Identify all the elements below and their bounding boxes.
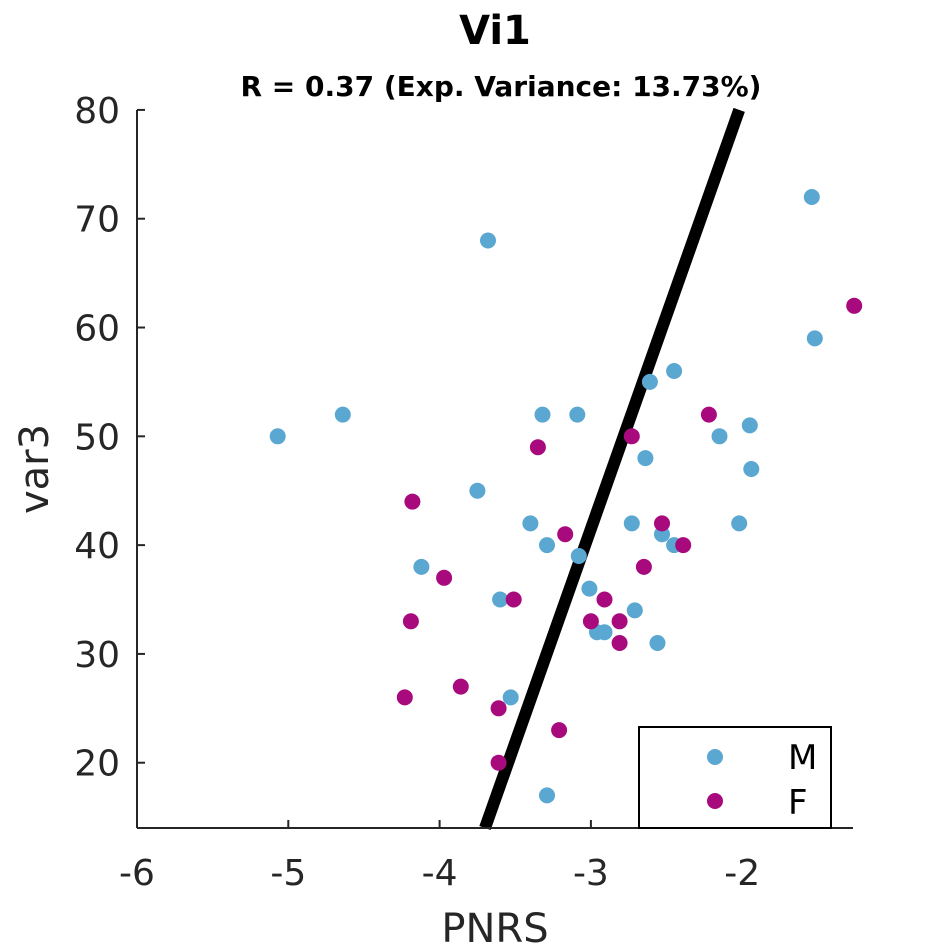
x-tick-label: -4 <box>422 853 458 894</box>
legend-marker-m <box>707 749 723 765</box>
data-point-f <box>557 526 574 543</box>
y-tick-label: 20 <box>74 744 120 785</box>
y-tick-label: 50 <box>74 417 120 458</box>
chart-subtitle: R = 0.37 (Exp. Variance: 13.73%) <box>241 70 762 103</box>
data-point-f <box>700 406 717 423</box>
y-tick-label: 80 <box>74 91 120 132</box>
x-tick-label: -3 <box>573 853 609 894</box>
data-point-m <box>570 548 587 564</box>
data-point-f <box>402 613 419 630</box>
data-point-m <box>743 461 760 477</box>
data-point-m <box>596 624 613 641</box>
data-point-f <box>635 558 652 575</box>
data-point-m <box>469 482 486 499</box>
data-point-f <box>490 700 507 717</box>
data-point-m <box>803 189 820 205</box>
x-tick-label: -2 <box>724 853 760 894</box>
data-point-f <box>623 428 640 445</box>
data-point-m <box>534 406 551 423</box>
data-point-m <box>711 428 728 445</box>
legend: M F <box>638 726 832 829</box>
x-tick-label: -6 <box>119 853 155 894</box>
data-point-f <box>551 722 568 739</box>
data-point-f <box>436 569 453 586</box>
data-point-f <box>490 754 507 771</box>
data-points-layer <box>269 189 863 804</box>
data-point-m <box>492 591 509 608</box>
data-point-m <box>539 787 555 804</box>
data-point-f <box>846 297 863 314</box>
data-point-m <box>480 232 496 249</box>
data-point-m <box>666 363 683 379</box>
data-point-f <box>596 591 613 608</box>
data-point-f <box>654 515 670 532</box>
data-point-m <box>741 417 758 434</box>
data-point-m <box>581 580 598 597</box>
axis-ticks: -6 -5 -4 -3 -2 20 30 40 50 60 70 80 <box>74 91 760 894</box>
data-point-m <box>806 330 823 347</box>
data-point-m <box>569 406 586 423</box>
data-point-m <box>334 406 351 423</box>
regression-line <box>479 107 745 831</box>
x-axis-label: PNRS <box>441 906 548 945</box>
data-point-f <box>452 678 469 695</box>
data-point-m <box>641 373 658 390</box>
legend-box <box>638 726 832 829</box>
data-point-f <box>611 613 628 630</box>
chart-title: Vi1 <box>459 8 531 54</box>
data-point-m <box>649 635 666 651</box>
data-point-f <box>611 635 628 651</box>
legend-marker-f <box>707 793 723 809</box>
legend-label-m: M <box>788 738 817 778</box>
data-point-m <box>539 537 555 554</box>
fit-line-layer <box>479 107 745 831</box>
x-tick-label: -5 <box>270 853 306 894</box>
data-point-m <box>413 558 430 575</box>
legend-label-f: F <box>788 783 808 823</box>
data-point-m <box>637 450 654 467</box>
data-point-m <box>623 515 640 532</box>
data-point-m <box>502 689 519 706</box>
y-axis-label: var3 <box>12 424 58 514</box>
data-point-f <box>675 537 692 554</box>
y-tick-label: 30 <box>74 635 120 676</box>
data-point-m <box>269 428 286 445</box>
data-point-f <box>404 493 421 510</box>
data-point-f <box>529 439 546 456</box>
data-point-m <box>731 515 748 532</box>
y-tick-label: 40 <box>74 526 120 567</box>
data-point-f <box>505 591 522 608</box>
data-point-f <box>396 689 413 706</box>
y-tick-label: 70 <box>74 200 120 241</box>
data-point-f <box>582 613 599 630</box>
y-tick-label: 60 <box>74 309 120 350</box>
data-point-m <box>522 515 539 532</box>
data-point-m <box>626 602 643 619</box>
